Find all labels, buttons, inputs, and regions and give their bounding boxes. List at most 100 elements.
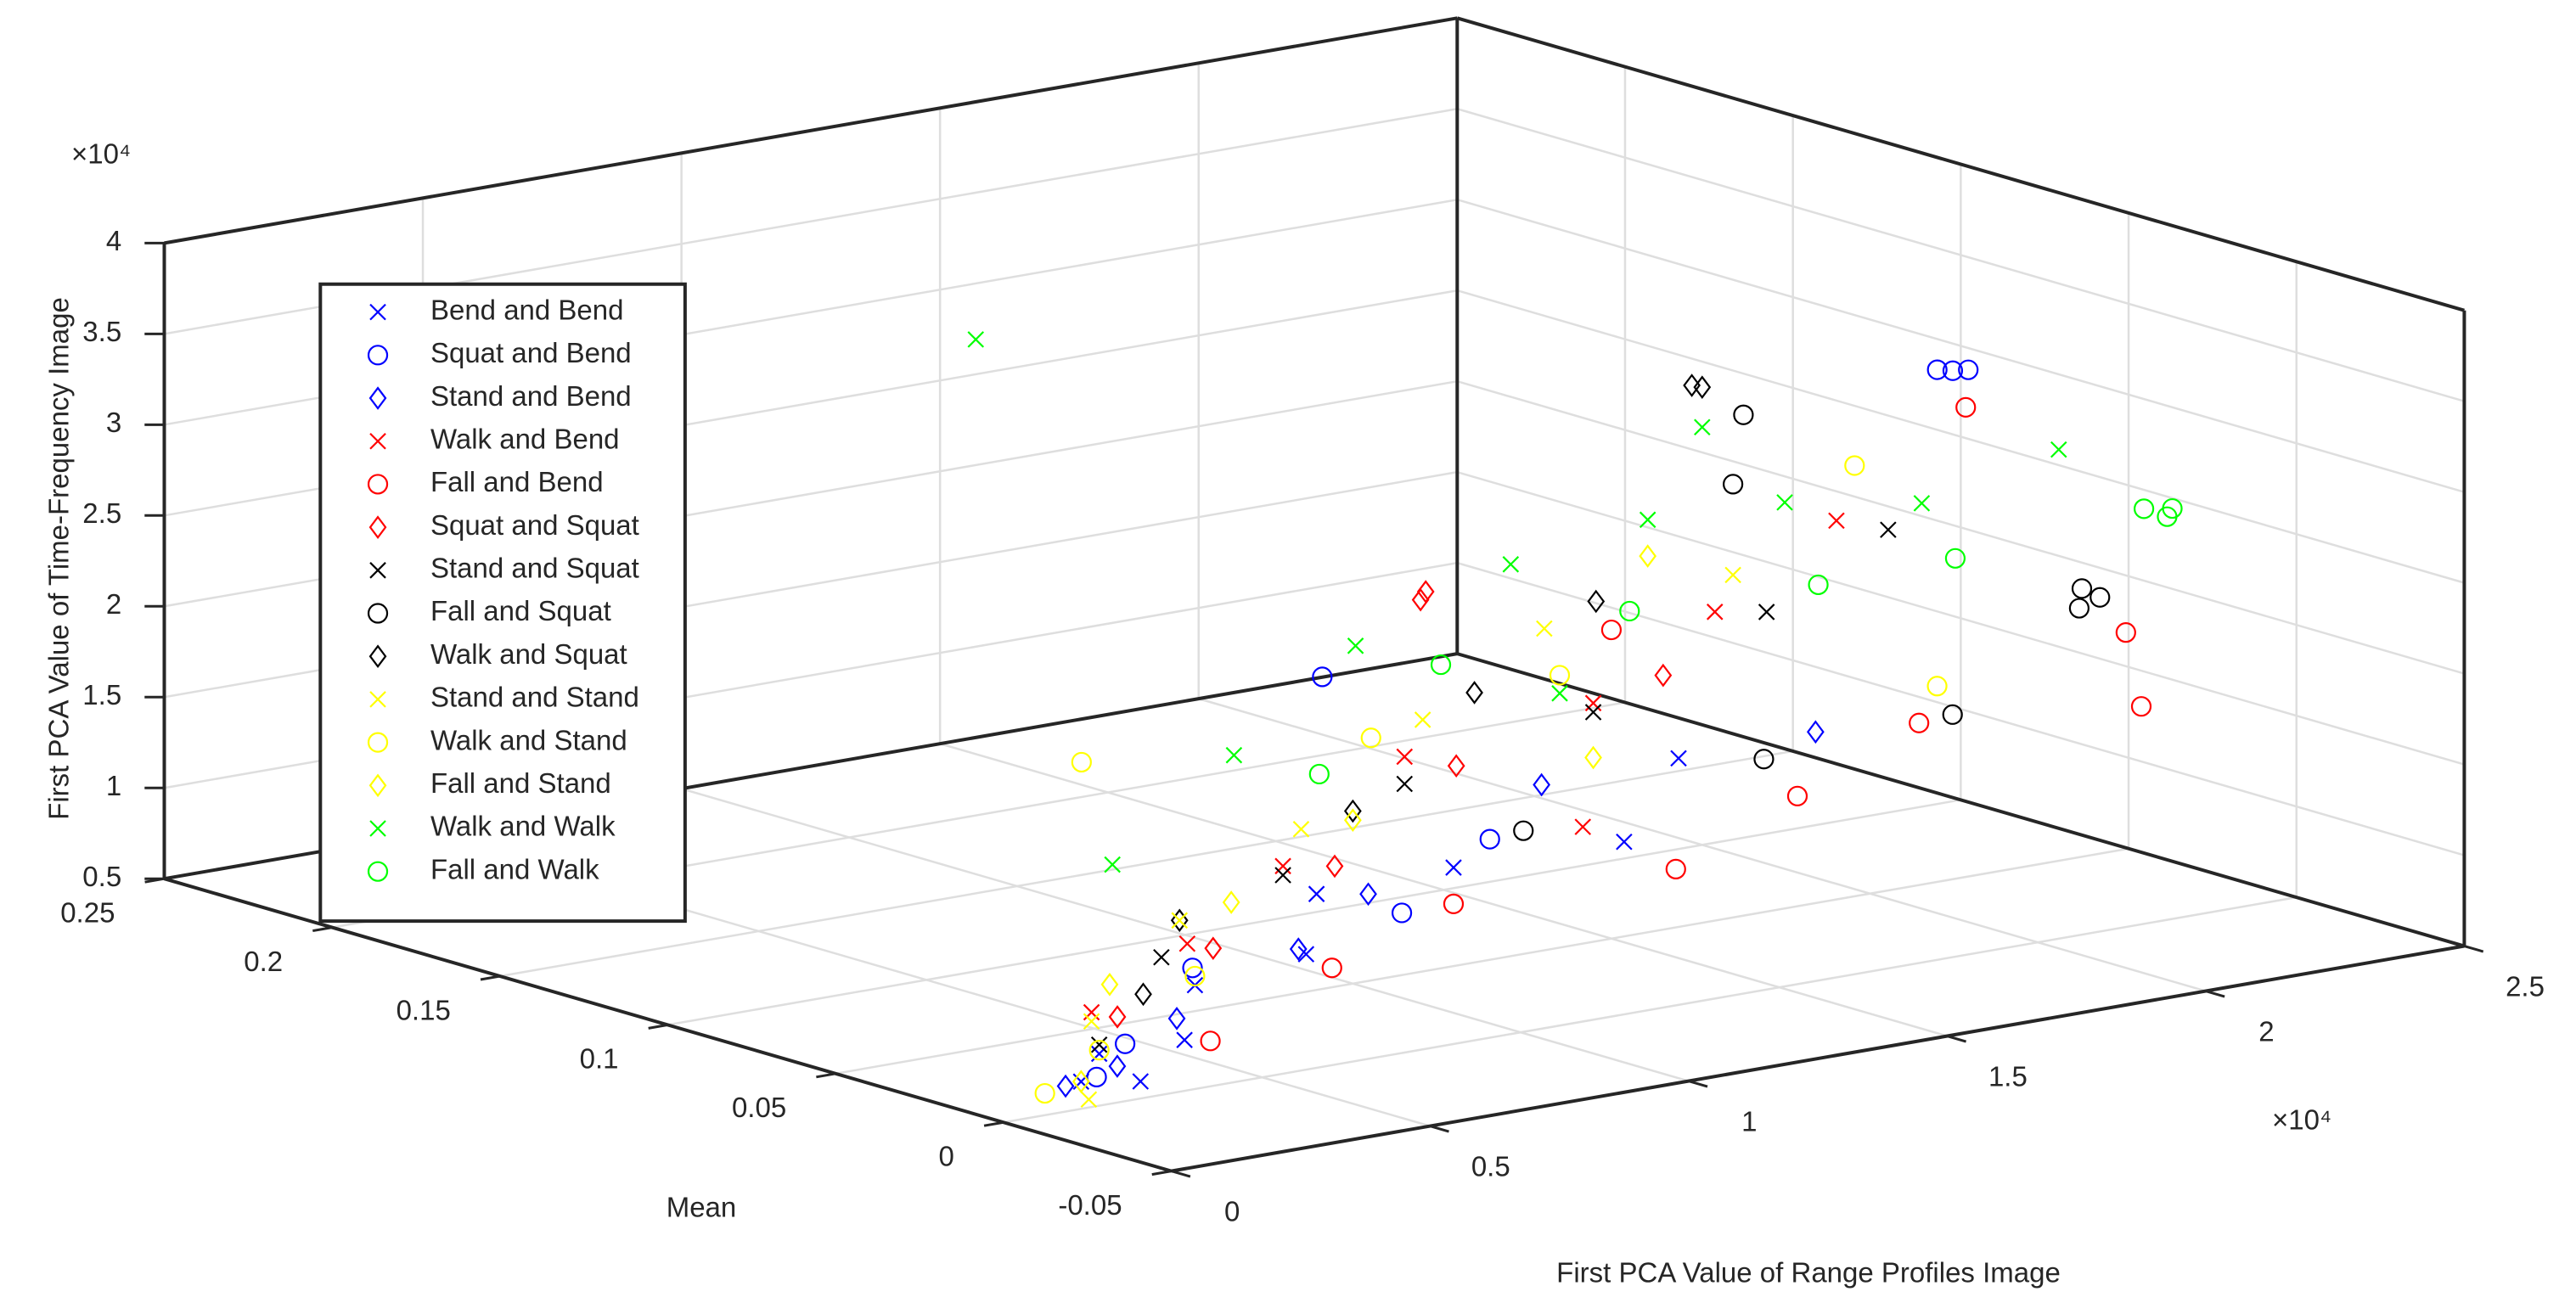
data-point: [1479, 828, 1500, 850]
x-tick-label: 1: [1741, 1106, 1757, 1137]
tick-mark: [1151, 1170, 1172, 1176]
x-tick-label: 0.5: [1471, 1151, 1510, 1182]
y-tick-label: 0: [939, 1141, 954, 1172]
data-point: [1088, 1040, 1110, 1061]
grid-line: [1456, 289, 2465, 584]
data-point: [1071, 1070, 1090, 1094]
y-tick-label: 0.1: [580, 1043, 619, 1075]
z-tick-label: 2.5: [82, 497, 121, 529]
data-point: [1844, 455, 1865, 476]
x-exponent: ×10⁴: [2272, 1104, 2331, 1136]
tick-mark: [648, 1023, 668, 1030]
axis-line: [1171, 944, 2465, 1173]
data-point: [1549, 665, 1571, 686]
data-point: [1574, 818, 1592, 835]
data-point: [1347, 637, 1364, 654]
data-point: [1321, 957, 1342, 979]
data-point: [1414, 711, 1431, 728]
z-tick-label: 2: [106, 588, 121, 620]
legend-label: Stand and Stand: [430, 682, 639, 713]
axis-line: [164, 16, 1458, 245]
data-point: [2134, 498, 2155, 519]
data-point: [1443, 893, 1465, 914]
data-point: [1343, 808, 1362, 833]
tick-mark: [1688, 1080, 1708, 1088]
axis-line: [1456, 16, 2465, 312]
legend-marker: [367, 861, 389, 882]
data-point: [1465, 681, 1483, 705]
data-point: [1171, 912, 1189, 929]
data-point: [1071, 751, 1092, 773]
data-point: [1083, 1003, 1100, 1021]
data-point: [1758, 604, 1775, 620]
data-point: [1072, 1073, 1090, 1090]
data-point: [1654, 663, 1673, 688]
x-tick-label: 2.5: [2506, 971, 2545, 1002]
data-point: [1274, 867, 1291, 884]
data-point: [1502, 556, 1520, 573]
data-point: [1274, 857, 1291, 875]
z-tick-label: 1.5: [82, 679, 121, 710]
tick-mark: [1429, 1125, 1449, 1133]
z-tick-label: 1: [106, 770, 121, 801]
x-tick-label: 0: [1224, 1196, 1240, 1227]
tick-mark: [1171, 1170, 1191, 1178]
data-point: [1693, 375, 1712, 400]
data-point: [1100, 972, 1119, 997]
x-axis-label: First PCA Value of Range Profiles Image: [1556, 1257, 2061, 1289]
points: [967, 331, 2183, 1109]
data-point: [1289, 937, 1308, 961]
data-point: [1359, 882, 1377, 907]
data-point: [1083, 1013, 1100, 1030]
z-tick-label: 3: [106, 407, 121, 438]
legend-marker: [369, 820, 386, 837]
data-point: [1360, 727, 1381, 749]
legend-label: Bend and Bend: [430, 294, 624, 325]
data-point: [1115, 1033, 1136, 1054]
tick-mark: [2464, 945, 2484, 953]
data-point: [1808, 574, 1829, 596]
legend-marker: [367, 603, 389, 624]
grid-line: [835, 847, 2129, 1075]
data-point: [1670, 750, 1687, 767]
tick-mark: [1946, 1035, 1967, 1043]
data-point: [1430, 654, 1452, 676]
legend-label: Fall and Bend: [430, 466, 604, 497]
grid-line: [1456, 470, 2465, 766]
data-point: [1034, 1082, 1055, 1104]
axis-line: [1456, 652, 2465, 948]
data-point: [1090, 1036, 1108, 1053]
data-point: [1694, 418, 1711, 436]
data-point: [1926, 676, 1948, 697]
grid-line: [499, 750, 1793, 978]
y-axis-label: Mean: [666, 1192, 737, 1223]
legend-marker: [369, 562, 386, 579]
data-point: [1944, 548, 1966, 569]
grid-line: [1456, 199, 2465, 493]
data-point: [1184, 965, 1206, 987]
tick-mark: [983, 1120, 1004, 1127]
data-point: [1958, 359, 1979, 380]
data-point: [1176, 1031, 1193, 1048]
grid-line: [1456, 108, 2465, 402]
legend-marker: [367, 474, 389, 495]
data-point: [1308, 763, 1330, 785]
y-tick-label: 0.05: [732, 1092, 786, 1123]
z-axis-label: First PCA Value of Time-Frequency Image: [43, 297, 75, 820]
data-point: [2071, 578, 2093, 599]
data-point: [1955, 396, 1977, 418]
data-point: [1308, 885, 1325, 902]
legend-label: Stand and Squat: [430, 553, 639, 584]
data-point: [1170, 908, 1189, 933]
tick-mark: [312, 926, 333, 933]
data-point: [1639, 544, 1657, 568]
data-point: [1600, 619, 1623, 641]
legend-label: Walk and Walk: [430, 811, 616, 842]
data-point: [1411, 587, 1430, 612]
legend-label: Squat and Squat: [430, 509, 639, 541]
data-point: [1706, 604, 1724, 620]
data-point: [1584, 704, 1602, 721]
data-point: [1447, 754, 1465, 778]
data-point: [2089, 587, 2111, 608]
